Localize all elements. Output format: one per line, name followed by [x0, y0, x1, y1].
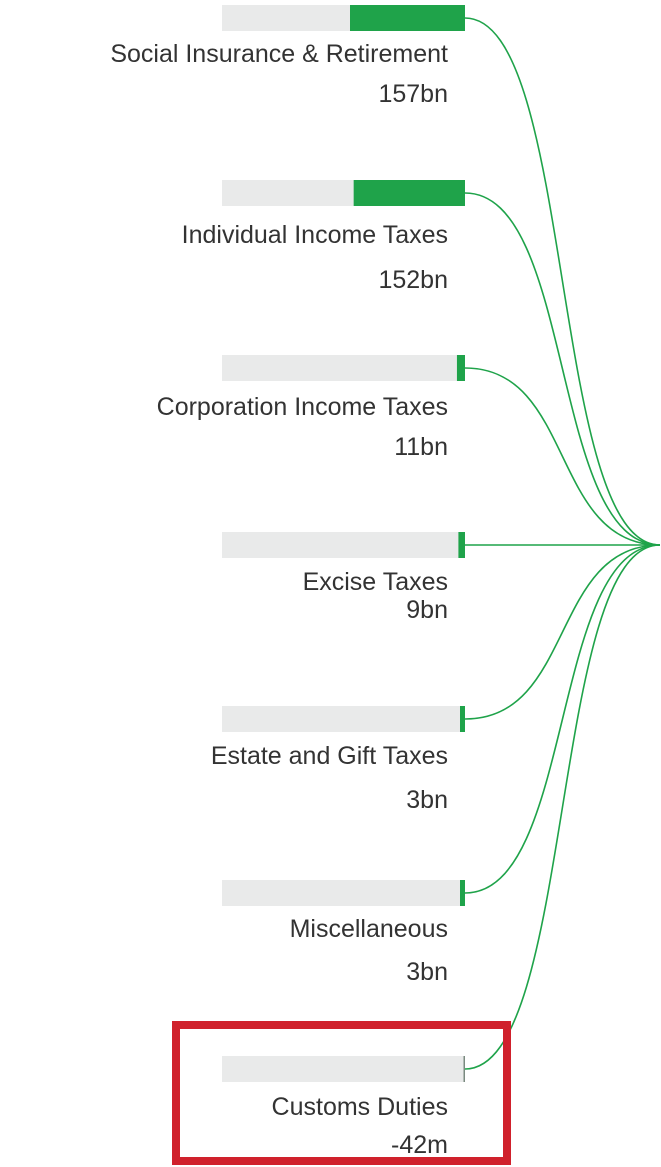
category-label-miscellaneous: Miscellaneous: [290, 915, 448, 943]
bar-customs-duties: [463, 1056, 465, 1082]
connector-corporation-income-taxes: [464, 367, 661, 546]
value-label-individual-income-taxes: 152bn: [378, 266, 448, 294]
category-label-corporation-income-taxes: Corporation Income Taxes: [157, 393, 448, 421]
value-label-estate-and-gift-taxes: 3bn: [406, 786, 448, 814]
row-individual-income-taxes: Individual Income Taxes 152bn: [182, 180, 465, 294]
bar-track-corporation-income-taxes: [222, 355, 465, 381]
bar-individual-income-taxes: [353, 180, 465, 206]
connector-individual-income-taxes: [464, 192, 661, 546]
connector-social-insurance-and-retirement: [464, 17, 661, 546]
row-social-insurance-and-retirement: Social Insurance & Retirement 157bn: [110, 5, 465, 108]
category-label-social-insurance-and-retirement: Social Insurance & Retirement: [110, 40, 448, 68]
bar-social-insurance-and-retirement: [350, 5, 465, 31]
connector-customs-duties: [464, 544, 661, 1070]
category-rows: Social Insurance & Retirement 157bn Indivi…: [110, 5, 465, 1159]
bar-track-estate-and-gift-taxes: [222, 706, 465, 732]
category-label-excise-taxes: Excise Taxes: [303, 568, 448, 596]
bar-excise-taxes: [458, 532, 465, 558]
value-label-miscellaneous: 3bn: [406, 958, 448, 986]
value-label-social-insurance-and-retirement: 157bn: [378, 80, 448, 108]
bar-corporation-income-taxes: [456, 355, 465, 381]
value-label-customs-duties: -42m: [391, 1131, 448, 1159]
bar-track-customs-duties: [222, 1056, 465, 1082]
row-corporation-income-taxes: Corporation Income Taxes 11bn: [157, 355, 465, 461]
category-label-estate-and-gift-taxes: Estate and Gift Taxes: [211, 742, 448, 770]
bar-track-miscellaneous: [222, 880, 465, 906]
highlight-box-customs-duties: [172, 1021, 511, 1165]
category-label-individual-income-taxes: Individual Income Taxes: [182, 221, 448, 249]
row-miscellaneous: Miscellaneous 3bn: [222, 880, 465, 986]
value-label-corporation-income-taxes: 11bn: [394, 433, 448, 461]
bar-estate-and-gift-taxes: [460, 706, 465, 732]
bar-miscellaneous: [460, 880, 465, 906]
connector-estate-and-gift-taxes: [464, 544, 661, 720]
bar-track-excise-taxes: [222, 532, 465, 558]
row-estate-and-gift-taxes: Estate and Gift Taxes 3bn: [211, 706, 465, 814]
connector-miscellaneous: [464, 544, 661, 894]
row-customs-duties: Customs Duties -42m: [222, 1056, 465, 1159]
connector-lines: [464, 17, 661, 1070]
value-label-excise-taxes: 9bn: [406, 596, 448, 624]
category-label-customs-duties: Customs Duties: [272, 1093, 448, 1121]
